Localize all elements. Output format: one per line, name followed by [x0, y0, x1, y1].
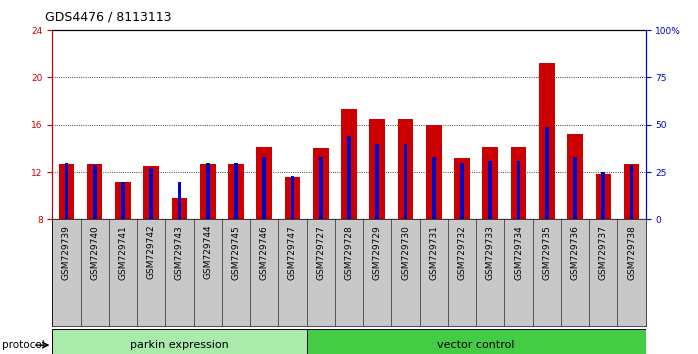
Text: GSM729741: GSM729741: [119, 225, 128, 280]
Text: protocol: protocol: [2, 340, 45, 350]
Bar: [234, 162, 238, 219]
Bar: [432, 157, 436, 219]
Bar: [630, 165, 634, 219]
Text: vector control: vector control: [438, 340, 515, 350]
Text: GSM729734: GSM729734: [514, 225, 523, 280]
Text: GSM729732: GSM729732: [457, 225, 466, 280]
Bar: [595, 175, 611, 219]
Text: parkin expression: parkin expression: [130, 340, 229, 350]
Text: GDS4476 / 8113113: GDS4476 / 8113113: [45, 11, 172, 24]
Bar: [624, 164, 639, 219]
Text: GSM729737: GSM729737: [599, 225, 608, 280]
Bar: [228, 164, 244, 219]
Bar: [149, 169, 153, 219]
Bar: [64, 162, 68, 219]
Bar: [573, 157, 577, 219]
Text: GSM729735: GSM729735: [542, 225, 551, 280]
Bar: [602, 172, 605, 219]
Bar: [403, 144, 408, 219]
Text: GSM729733: GSM729733: [486, 225, 495, 280]
Bar: [200, 164, 216, 219]
Bar: [172, 198, 187, 219]
Bar: [376, 144, 379, 219]
Text: GSM729743: GSM729743: [175, 225, 184, 280]
Bar: [59, 164, 74, 219]
Text: GSM729742: GSM729742: [147, 225, 156, 279]
Bar: [341, 109, 357, 219]
Bar: [426, 125, 442, 219]
Bar: [567, 134, 583, 219]
Bar: [369, 119, 385, 219]
Bar: [539, 63, 554, 219]
Bar: [285, 177, 300, 219]
Text: GSM729731: GSM729731: [429, 225, 438, 280]
Bar: [319, 157, 322, 219]
Text: GSM729740: GSM729740: [90, 225, 99, 280]
Text: GSM729745: GSM729745: [232, 225, 241, 280]
Text: GSM729739: GSM729739: [62, 225, 71, 280]
Bar: [177, 182, 181, 219]
Bar: [115, 182, 131, 219]
Bar: [290, 176, 295, 219]
Bar: [398, 119, 413, 219]
Bar: [460, 162, 464, 219]
Text: GSM729728: GSM729728: [345, 225, 353, 280]
Bar: [206, 162, 209, 219]
Bar: [52, 329, 306, 354]
Text: GSM729730: GSM729730: [401, 225, 410, 280]
Bar: [256, 147, 272, 219]
Bar: [517, 161, 521, 219]
Text: GSM729746: GSM729746: [260, 225, 269, 280]
Bar: [482, 147, 498, 219]
Text: GSM729727: GSM729727: [316, 225, 325, 280]
Text: GSM729736: GSM729736: [570, 225, 579, 280]
Text: GSM729744: GSM729744: [203, 225, 212, 279]
Text: GSM729729: GSM729729: [373, 225, 382, 280]
Bar: [144, 166, 159, 219]
Bar: [87, 164, 103, 219]
Bar: [489, 161, 492, 219]
Text: GSM729738: GSM729738: [627, 225, 636, 280]
Bar: [306, 329, 646, 354]
Bar: [93, 165, 96, 219]
Bar: [121, 182, 125, 219]
Text: GSM729747: GSM729747: [288, 225, 297, 280]
Bar: [313, 148, 329, 219]
Bar: [347, 136, 351, 219]
Bar: [511, 147, 526, 219]
Bar: [262, 157, 266, 219]
Bar: [454, 158, 470, 219]
Bar: [545, 127, 549, 219]
